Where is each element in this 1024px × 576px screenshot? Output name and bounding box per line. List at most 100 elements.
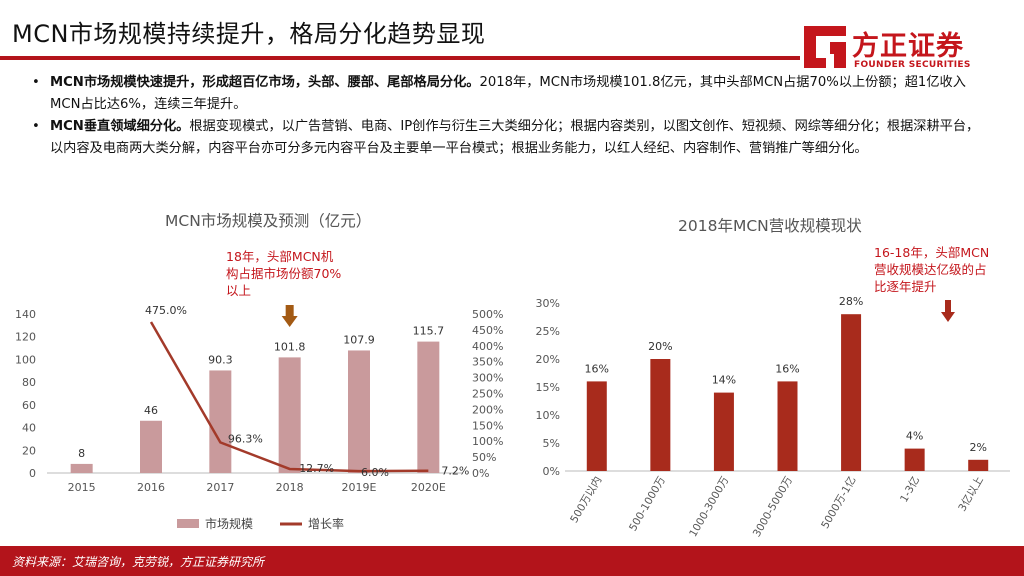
revenue-bar — [777, 381, 798, 471]
y-tick-label: 10% — [536, 409, 560, 422]
bar-value-label: 4% — [906, 430, 923, 443]
x-tick-label: 2017 — [206, 481, 234, 494]
y-right-tick-label: 400% — [472, 340, 503, 353]
x-tick-label: 3000-5000万 — [751, 475, 795, 540]
bar-value-label: 46 — [144, 404, 158, 417]
x-tick-label: 500万以内 — [567, 474, 604, 525]
bar-value-label: 20% — [648, 340, 672, 353]
market-size-chart: 0 20 40 60 80 100 120 140 0% 50% 100% 150% 200% 250% 3… — [15, 249, 503, 531]
market-size-bar — [348, 350, 370, 473]
bullet-item: MCN市场规模快速提升，形成超百亿市场，头部、腰部、尾部格局分化。2018年，M… — [30, 72, 990, 116]
y-right-tick-label: 500% — [472, 308, 503, 321]
logo-mark-icon — [804, 26, 846, 68]
arrow-down-icon — [281, 305, 298, 327]
annotation-text: 营收规模达亿级的占 — [874, 262, 987, 277]
growth-rate-label: 475.0% — [145, 304, 187, 317]
growth-rate-line — [149, 321, 429, 473]
annotation-text: 构占据市场份额70% — [226, 266, 341, 281]
market-size-bar — [278, 357, 301, 473]
revenue-bar — [904, 448, 925, 471]
x-tick-label: 2015 — [68, 481, 96, 494]
y-left-tick-label: 80 — [22, 376, 36, 389]
company-logo: 方正证券 FOUNDER SECURITIES — [804, 24, 1014, 76]
bullet-list: MCN市场规模快速提升，形成超百亿市场，头部、腰部、尾部格局分化。2018年，M… — [30, 72, 990, 160]
x-tick-label: 3亿以上 — [955, 474, 985, 514]
bar-value-label: 2% — [969, 441, 986, 454]
y-right-tick-label: 450% — [472, 324, 503, 337]
bar-value-label: 16% — [585, 362, 609, 375]
y-right-tick-label: 350% — [472, 356, 503, 369]
y-tick-label: 25% — [536, 325, 560, 338]
legend-label: 市场规模 — [205, 516, 253, 531]
left-chart-title: MCN市场规模及预测（亿元） — [165, 212, 372, 230]
y-left-tick-label: 0 — [29, 467, 36, 480]
x-tick-label: 2018 — [276, 481, 304, 494]
annotation-text: 18年，头部MCN机 — [226, 249, 334, 264]
growth-rate-label: 96.3% — [228, 432, 263, 445]
bar-value-label: 16% — [775, 362, 799, 375]
revenue-bar — [968, 459, 989, 471]
x-tick-label: 5000万-1亿 — [818, 474, 858, 531]
y-right-tick-label: 200% — [472, 403, 503, 416]
revenue-bar — [586, 381, 607, 471]
x-tick-label: 1-3亿 — [897, 474, 922, 504]
bar-value-label: 8 — [78, 447, 85, 460]
market-size-bar — [417, 341, 440, 473]
logo-text-en: FOUNDER SECURITIES — [854, 60, 971, 70]
x-tick-label: 2020E — [411, 481, 446, 494]
x-tick-label: 2019E — [342, 481, 377, 494]
y-tick-label: 30% — [536, 297, 560, 310]
page-title: MCN市场规模持续提升，格局分化趋势显现 — [12, 20, 486, 48]
legend-label: 增长率 — [308, 516, 344, 531]
revenue-bar — [841, 314, 862, 471]
x-tick-label: 2016 — [137, 481, 165, 494]
y-left-tick-label: 60 — [22, 399, 36, 412]
title-divider — [0, 56, 800, 60]
y-right-tick-label: 100% — [472, 435, 503, 448]
x-tick-label: 500-1000万 — [627, 475, 668, 534]
bullet-bold: MCN垂直领域细分化。 — [50, 119, 190, 134]
revenue-bar — [650, 359, 671, 471]
bullet-text: 2018年，MCN市场规模101.8亿元，其中头部MCN占据70%以上份额；超1… — [50, 75, 966, 112]
annotation-text: 比逐年提升 — [874, 279, 937, 294]
bullet-text: 根据变现模式，以广告营销、电商、IP创作与衍生三大类细分化；根据内容类别，以图文… — [50, 119, 980, 156]
bullet-bold: MCN市场规模快速提升，形成超百亿市场，头部、腰部、尾部格局分化。 — [50, 75, 480, 90]
annotation-text: 16-18年，头部MCN — [874, 245, 989, 260]
x-tick-label: 1000-3000万 — [687, 475, 731, 540]
revenue-bar — [713, 392, 734, 471]
bar-value-label: 101.8 — [274, 340, 306, 353]
market-size-bar — [140, 420, 162, 473]
y-right-tick-label: 0% — [472, 467, 489, 480]
market-size-bar — [209, 370, 232, 473]
right-chart-title: 2018年MCN营收规模现状 — [678, 217, 862, 235]
arrow-down-icon — [941, 300, 955, 322]
y-left-tick-label: 120 — [15, 331, 36, 344]
growth-rate-label: 7.2% — [441, 465, 469, 478]
bar-value-label: 28% — [839, 295, 863, 308]
growth-rate-label: 6.0% — [361, 466, 389, 479]
revenue-distribution-chart: 0% 5% 10% 15% 20% 25% 30% 16% 500万以内 20% 500-1000万… — [536, 245, 1010, 540]
y-left-tick-label: 40 — [22, 422, 36, 435]
y-right-tick-label: 250% — [472, 388, 503, 401]
y-tick-label: 0% — [543, 465, 560, 478]
bar-value-label: 107.9 — [343, 333, 375, 346]
y-tick-label: 20% — [536, 353, 560, 366]
y-right-tick-label: 300% — [472, 372, 503, 385]
y-right-tick-label: 50% — [472, 451, 496, 464]
bullet-item: MCN垂直领域细分化。根据变现模式，以广告营销、电商、IP创作与衍生三大类细分化… — [30, 116, 990, 160]
source-note: 资料来源：艾瑞咨询，克劳锐，方正证券研究所 — [12, 555, 265, 569]
y-left-tick-label: 20 — [22, 444, 36, 457]
source-footer: 资料来源：艾瑞咨询，克劳锐，方正证券研究所 — [0, 546, 1024, 576]
annotation-text: 以上 — [226, 283, 251, 298]
bar-value-label: 14% — [712, 374, 736, 387]
bar-value-label: 90.3 — [208, 353, 233, 366]
y-left-tick-label: 100 — [15, 353, 36, 366]
y-tick-label: 15% — [536, 381, 560, 394]
market-size-bar — [70, 463, 93, 473]
growth-rate-label: 12.7% — [299, 462, 334, 475]
bar-value-label: 115.7 — [413, 325, 445, 338]
y-tick-label: 5% — [543, 437, 560, 450]
logo-text-cn: 方正证券 — [852, 31, 964, 62]
y-right-tick-label: 150% — [472, 419, 503, 432]
y-left-tick-label: 140 — [15, 308, 36, 321]
